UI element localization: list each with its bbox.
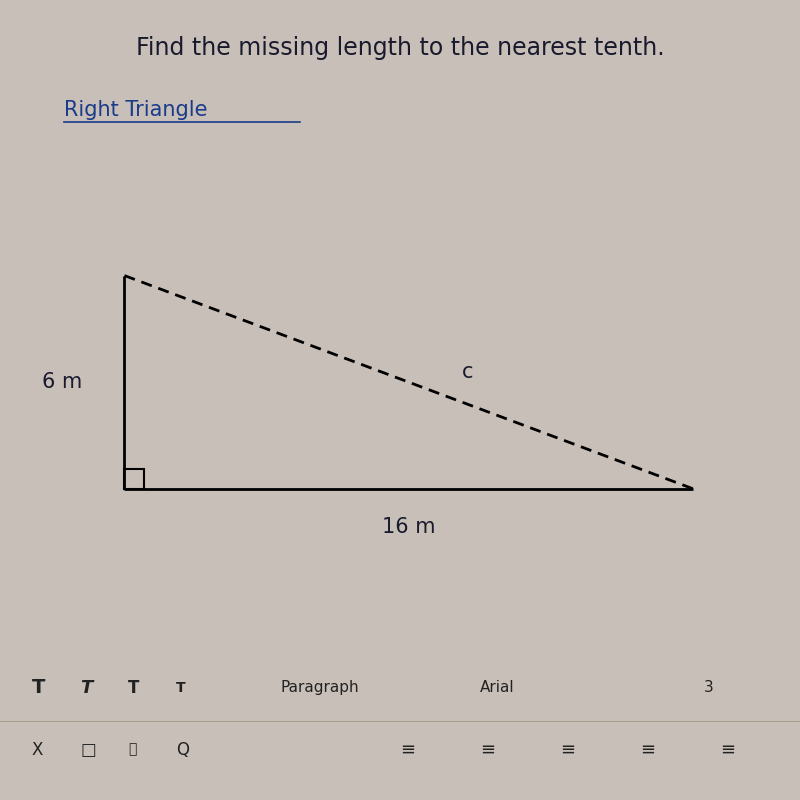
Text: ≡: ≡ bbox=[640, 741, 655, 758]
Text: ≡: ≡ bbox=[560, 741, 575, 758]
Text: □: □ bbox=[80, 741, 96, 758]
Text: Arial: Arial bbox=[480, 680, 514, 695]
Text: ≡: ≡ bbox=[480, 741, 495, 758]
Bar bbox=[125, 470, 144, 489]
Text: Paragraph: Paragraph bbox=[280, 680, 358, 695]
Text: T: T bbox=[128, 678, 139, 697]
Text: ≡: ≡ bbox=[400, 741, 415, 758]
Text: c: c bbox=[462, 362, 474, 382]
Text: T: T bbox=[176, 681, 186, 694]
Text: X: X bbox=[32, 741, 43, 758]
Text: 6 m: 6 m bbox=[42, 372, 82, 392]
Text: 3: 3 bbox=[704, 680, 714, 695]
Text: Q: Q bbox=[176, 741, 189, 758]
Text: T: T bbox=[32, 678, 46, 697]
Text: Right Triangle: Right Triangle bbox=[64, 100, 207, 120]
Text: ≡: ≡ bbox=[720, 741, 735, 758]
Text: T: T bbox=[80, 678, 92, 697]
Text: ⬜: ⬜ bbox=[128, 742, 136, 757]
Text: Find the missing length to the nearest tenth.: Find the missing length to the nearest t… bbox=[136, 36, 664, 60]
Text: 16 m: 16 m bbox=[382, 518, 436, 538]
